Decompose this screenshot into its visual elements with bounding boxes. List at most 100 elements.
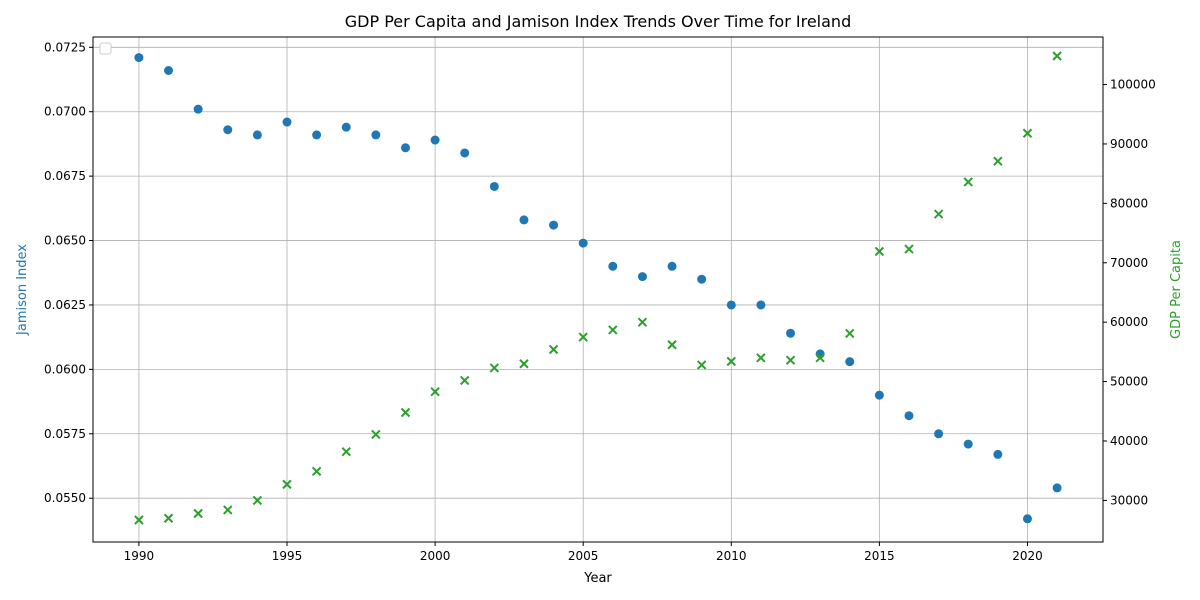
jamison-index-point: [549, 220, 559, 230]
jamison-index-point: [726, 300, 736, 310]
right-y-tick-label: 70000: [1110, 256, 1148, 270]
x-tick-label: 2020: [1012, 549, 1043, 563]
right-y-tick-label: 100000: [1110, 78, 1156, 92]
right-y-tick-label: 90000: [1110, 137, 1148, 151]
chart-title: GDP Per Capita and Jamison Index Trends …: [345, 12, 851, 31]
gdp-per-capita-point: [815, 353, 825, 363]
gdp-per-capita-point: [519, 359, 529, 369]
jamison-index-point: [874, 390, 884, 400]
legend-swatch: [99, 42, 112, 55]
jamison-index-point: [667, 261, 677, 271]
jamison-index-point: [282, 117, 292, 127]
jamison-index-point: [341, 122, 351, 132]
gdp-per-capita-point: [282, 479, 292, 490]
gdp-per-capita-point: [252, 495, 263, 506]
right-y-axis-ticks: 30000 40000 50000 60000 70000 80000 90000 10000…: [1103, 78, 1156, 507]
x-axis-ticks: 1990 1995 2000 2005 2010 2015 2020: [124, 542, 1043, 563]
gdp-per-capita-point: [756, 353, 766, 363]
jamison-index-point: [312, 130, 322, 140]
gdp-per-capita-point: [667, 340, 677, 350]
jamison-index-point: [1022, 514, 1032, 524]
jamison-index-point: [578, 238, 588, 248]
gdp-per-capita-point: [430, 386, 440, 397]
gdp-per-capita-point: [460, 375, 470, 386]
jamison-index-point: [252, 130, 262, 140]
jamison-index-point: [608, 261, 618, 271]
jamison-index-point: [164, 65, 174, 75]
grid-layer: [93, 37, 1103, 542]
right-y-tick-label: 50000: [1110, 375, 1148, 389]
gdp-per-capita-point: [993, 156, 1003, 166]
gdp-per-capita-point: [933, 209, 944, 219]
gdp-per-capita-point: [904, 244, 914, 254]
jamison-index-point: [223, 125, 233, 135]
gdp-per-capita-point: [400, 407, 411, 418]
jamison-index-series: [134, 53, 1062, 524]
gdp-per-capita-point: [489, 363, 500, 373]
jamison-index-point: [934, 429, 944, 439]
empty-legend: [99, 42, 112, 55]
left-y-tick-label: 0.0675: [44, 169, 86, 183]
x-tick-label: 2010: [716, 549, 747, 563]
right-y-tick-label: 60000: [1110, 315, 1148, 329]
jamison-index-point: [1052, 483, 1062, 493]
gdp-per-capita-point: [163, 513, 174, 523]
left-y-tick-label: 0.0700: [44, 105, 86, 119]
gdp-per-capita-point: [341, 446, 351, 457]
left-y-tick-label: 0.0725: [44, 40, 86, 54]
jamison-index-point: [460, 148, 470, 158]
x-tick-label: 2000: [420, 549, 451, 563]
gdp-per-capita-point: [548, 344, 559, 355]
gdp-per-capita-point: [1052, 51, 1062, 61]
gdp-per-capita-point: [637, 317, 648, 327]
gdp-per-capita-point: [608, 325, 618, 335]
gdp-per-capita-point: [578, 332, 588, 342]
gdp-per-capita-point: [193, 508, 203, 519]
jamison-index-point: [845, 357, 855, 367]
jamison-index-point: [371, 130, 381, 140]
left-y-tick-label: 0.0600: [44, 362, 86, 376]
gdp-per-capita-point: [223, 505, 233, 515]
x-tick-label: 2005: [568, 549, 599, 563]
right-y-tick-label: 80000: [1110, 196, 1148, 210]
x-tick-label: 1995: [272, 549, 303, 563]
gdp-per-capita-point: [874, 246, 885, 257]
jamison-index-point: [963, 439, 973, 449]
jamison-index-point: [786, 328, 796, 338]
gdp-per-capita-point: [845, 328, 855, 339]
gdp-per-capita-point: [785, 355, 796, 365]
plot-frame: [92, 36, 1104, 543]
jamison-index-point: [134, 53, 144, 63]
x-tick-label: 1990: [124, 549, 155, 563]
left-y-tick-label: 0.0625: [44, 298, 86, 312]
jamison-index-point: [193, 104, 203, 114]
left-y-tick-label: 0.0575: [44, 427, 86, 441]
gdp-per-capita-point: [311, 466, 322, 477]
jamison-index-point: [489, 181, 499, 191]
gdp-per-capita-point: [134, 515, 144, 525]
jamison-index-point: [756, 300, 766, 310]
gdp-per-capita-point: [726, 356, 736, 367]
jamison-index-point: [430, 135, 440, 145]
left-y-axis-ticks: 0.0550 0.0575 0.0600 0.0625 0.0650 0.0675 0.07…: [44, 40, 93, 505]
jamison-index-point: [637, 272, 647, 282]
jamison-index-point: [904, 411, 914, 421]
right-y-axis-label: GDP Per Capita: [1169, 240, 1184, 339]
jamison-index-point: [993, 449, 1003, 459]
jamison-index-point: [697, 274, 707, 284]
x-axis-label: Year: [583, 571, 612, 586]
right-y-tick-label: 40000: [1110, 434, 1148, 448]
gdp-per-capita-point: [1022, 128, 1033, 138]
left-y-axis-label: Jamison Index: [15, 244, 30, 336]
x-tick-label: 2015: [864, 549, 895, 563]
right-y-tick-label: 30000: [1110, 493, 1148, 507]
jamison-index-point: [519, 215, 529, 225]
gdp-per-capita-series: [134, 51, 1062, 525]
gdp-per-capita-point: [963, 177, 973, 187]
left-y-tick-label: 0.0650: [44, 234, 86, 248]
jamison-index-point: [400, 143, 410, 153]
gdp-per-capita-point: [696, 360, 707, 370]
left-y-tick-label: 0.0550: [44, 491, 86, 505]
gdp-per-capita-point: [371, 429, 381, 440]
